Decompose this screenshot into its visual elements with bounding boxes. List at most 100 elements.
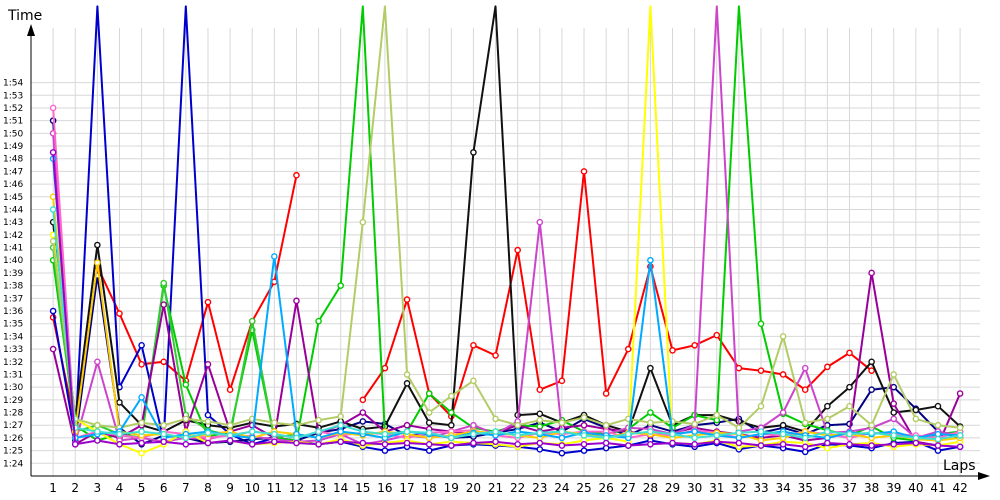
data-point xyxy=(425,429,433,437)
data-point xyxy=(801,419,809,426)
y-axis-title: Time xyxy=(7,8,42,24)
data-point xyxy=(94,358,101,366)
x-tick-label: 1 xyxy=(49,481,57,495)
data-point xyxy=(824,428,831,435)
data-point xyxy=(160,430,168,438)
y-tick-label: 1:47 xyxy=(3,167,23,177)
data-point xyxy=(647,440,654,448)
data-point xyxy=(713,411,721,419)
x-tick-label: 30 xyxy=(687,481,702,495)
data-point xyxy=(425,447,433,454)
x-tick-label: 28 xyxy=(643,481,658,495)
y-tick-label: 1:54 xyxy=(3,79,23,89)
x-tick-label: 20 xyxy=(466,481,481,495)
data-point xyxy=(514,440,521,448)
y-tick-label: 1:53 xyxy=(3,91,23,101)
data-point xyxy=(912,415,920,423)
data-point xyxy=(691,428,698,435)
x-tick-label: 31 xyxy=(709,481,724,495)
data-point xyxy=(271,430,278,438)
data-point xyxy=(381,447,389,454)
data-point xyxy=(49,149,57,156)
data-point xyxy=(226,437,234,444)
data-point xyxy=(337,413,344,420)
data-point xyxy=(956,424,964,432)
data-point xyxy=(868,386,875,393)
x-axis-title: Laps xyxy=(943,458,976,474)
data-point xyxy=(359,409,367,416)
y-tick-label: 1:28 xyxy=(3,409,23,419)
y-tick-label: 1:35 xyxy=(3,320,23,330)
data-point xyxy=(713,432,721,439)
data-point xyxy=(801,443,809,451)
data-point xyxy=(448,434,455,442)
data-point xyxy=(934,442,942,449)
data-point xyxy=(514,421,521,429)
y-tick-label: 1:50 xyxy=(3,129,23,139)
data-point xyxy=(624,345,632,353)
data-point xyxy=(160,301,168,308)
data-point xyxy=(116,430,123,438)
data-point xyxy=(801,434,809,442)
data-point xyxy=(647,364,654,372)
data-point xyxy=(602,390,610,397)
data-point xyxy=(580,440,588,448)
x-tick-label: 27 xyxy=(621,481,636,495)
y-tick-label: 1:37 xyxy=(3,294,23,304)
y-tick-label: 1:29 xyxy=(3,396,23,406)
data-point xyxy=(691,341,698,349)
data-point xyxy=(49,104,57,112)
data-point xyxy=(536,416,544,424)
y-tick-label: 1:46 xyxy=(3,180,23,190)
data-point xyxy=(470,341,477,349)
x-tick-label: 37 xyxy=(842,481,857,495)
data-point xyxy=(248,317,256,325)
data-point xyxy=(271,253,278,260)
y-tick-label: 1:49 xyxy=(3,142,23,152)
data-point xyxy=(293,297,300,305)
series-line xyxy=(52,5,961,455)
data-point xyxy=(514,432,521,439)
y-axis-arrow xyxy=(27,24,35,36)
data-point xyxy=(94,428,101,435)
data-point xyxy=(182,440,190,448)
data-point xyxy=(779,421,787,429)
x-tick-label: 41 xyxy=(930,481,945,495)
data-point xyxy=(403,421,411,429)
data-point xyxy=(403,371,411,378)
y-tick-label: 1:33 xyxy=(3,345,23,355)
data-point xyxy=(757,402,765,410)
x-tick-label: 14 xyxy=(333,481,348,495)
data-point xyxy=(94,241,101,249)
data-point xyxy=(359,218,367,226)
data-point xyxy=(381,430,389,438)
data-point xyxy=(536,446,544,453)
data-point xyxy=(49,206,57,213)
data-point xyxy=(934,421,942,429)
data-point xyxy=(359,439,367,447)
y-tick-label: 1:25 xyxy=(3,447,23,457)
data-point xyxy=(669,439,676,447)
data-point xyxy=(425,390,433,397)
data-point xyxy=(403,439,411,447)
data-series xyxy=(49,5,964,457)
data-point xyxy=(94,437,101,444)
x-tick-label: 12 xyxy=(289,481,304,495)
x-tick-label: 6 xyxy=(160,481,168,495)
series-12 xyxy=(49,5,964,432)
data-point xyxy=(846,402,853,410)
data-point xyxy=(890,440,898,448)
data-point xyxy=(226,386,234,393)
data-point xyxy=(536,439,544,447)
data-point xyxy=(160,358,168,366)
y-tick-label: 1:43 xyxy=(3,218,23,228)
data-point xyxy=(381,364,389,372)
data-point xyxy=(558,419,566,426)
series-15 xyxy=(49,149,964,451)
data-point xyxy=(315,440,322,448)
data-point xyxy=(868,429,875,437)
data-point xyxy=(448,442,455,449)
data-point xyxy=(116,310,123,317)
data-point xyxy=(403,296,411,303)
